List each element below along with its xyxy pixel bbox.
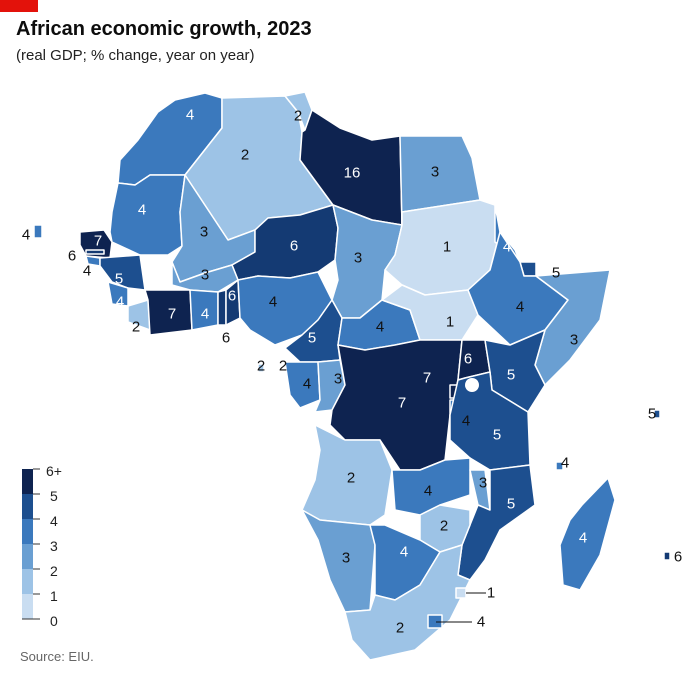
label-guinea-bissau: 4 <box>83 263 91 280</box>
label-zimbabwe: 2 <box>440 518 448 535</box>
label-mali: 3 <box>200 224 208 241</box>
label-guinea: 5 <box>115 271 123 288</box>
label-cote-divoire: 7 <box>168 306 176 323</box>
label-ethiopia: 4 <box>516 299 524 316</box>
label-nigeria: 4 <box>269 294 277 311</box>
legend-label-2: 2 <box>50 563 58 579</box>
label-egypt: 3 <box>431 164 439 181</box>
brand-red-bar <box>0 0 38 12</box>
label-tanzania: 5 <box>493 427 501 444</box>
label-ghana: 4 <box>201 306 209 323</box>
label-eswatini: 1 <box>487 585 495 602</box>
label-zambia: 4 <box>424 483 432 500</box>
label-mozambique: 5 <box>507 496 515 513</box>
country-comoros[interactable] <box>555 461 564 471</box>
label-tunisia: 2 <box>294 108 302 125</box>
label-sudan: 1 <box>443 239 451 256</box>
chart-title: African economic growth, 2023 <box>16 18 312 40</box>
label-gambia: 6 <box>68 248 76 265</box>
label-malawi: 3 <box>479 475 487 492</box>
country-cape-verde[interactable] <box>33 224 43 239</box>
label-sao-tome: 2 <box>257 358 265 375</box>
country-zambia[interactable] <box>391 457 471 516</box>
legend-swatch-1 <box>22 594 33 619</box>
label-somalia: 3 <box>570 332 578 349</box>
label-cameroon: 5 <box>308 330 316 347</box>
label-western-sahara: 4 <box>138 202 146 219</box>
country-eswatini[interactable] <box>455 587 467 599</box>
label-senegal: 7 <box>94 233 102 250</box>
label-equatorial-guinea: 2 <box>279 358 287 375</box>
label-congo: 3 <box>334 371 342 388</box>
label-cape-verde: 4 <box>22 227 30 244</box>
lake-victoria <box>465 378 479 392</box>
country-lesotho[interactable] <box>427 614 443 629</box>
source-note: Source: EIU. <box>20 649 94 664</box>
label-kenya: 5 <box>507 367 515 384</box>
country-western-sahara-mauritania[interactable] <box>109 174 186 256</box>
legend-swatch-4 <box>22 519 33 544</box>
label-djibouti: 5 <box>552 265 560 282</box>
legend-label-4: 4 <box>50 513 58 529</box>
country-togo[interactable] <box>217 289 227 326</box>
country-mauritius[interactable] <box>663 551 671 561</box>
country-gabon[interactable] <box>284 361 321 409</box>
label-lesotho: 4 <box>477 614 485 631</box>
label-comoros: 4 <box>561 455 569 472</box>
country-south-africa[interactable] <box>344 544 471 661</box>
label-gabon: 4 <box>303 376 311 393</box>
country-gambia[interactable] <box>85 249 105 255</box>
label-chad: 3 <box>354 250 362 267</box>
legend-swatch-6plus <box>22 469 33 494</box>
label-south-africa: 2 <box>396 620 404 637</box>
label-togo: 6 <box>222 330 230 347</box>
label-eritrea: 4 <box>503 239 511 256</box>
legend-label-1: 1 <box>50 588 58 604</box>
label-seychelles: 5 <box>648 406 656 423</box>
label-benin: 6 <box>228 288 236 305</box>
label-botswana: 4 <box>400 544 408 561</box>
label-algeria: 2 <box>241 147 249 164</box>
country-sao-tome[interactable] <box>257 363 265 373</box>
country-seychelles[interactable] <box>653 409 661 419</box>
legend-swatch-2 <box>22 569 33 594</box>
legend-label-3: 3 <box>50 538 58 554</box>
country-cote-divoire[interactable] <box>144 289 193 336</box>
legend-swatch-3 <box>22 544 33 569</box>
chart-subtitle: (real GDP; % change, year on year) <box>16 47 255 64</box>
legend: 6+ 5 4 3 2 1 0 <box>22 463 62 629</box>
legend-swatch-5 <box>22 494 33 519</box>
country-namibia[interactable] <box>301 509 376 613</box>
label-namibia: 3 <box>342 550 350 567</box>
label-liberia: 2 <box>132 319 140 336</box>
legend-label-6plus: 6+ <box>46 463 62 479</box>
label-burundi: 4 <box>462 413 470 430</box>
label-rwanda: 7 <box>423 370 431 387</box>
label-angola: 2 <box>347 470 355 487</box>
label-south-sudan: 1 <box>446 314 454 331</box>
country-madagascar[interactable] <box>559 477 616 591</box>
label-mauritius: 6 <box>674 549 682 566</box>
label-uganda: 6 <box>464 351 472 368</box>
label-libya: 16 <box>344 165 361 182</box>
label-morocco: 4 <box>186 107 194 124</box>
label-burkina-faso: 3 <box>201 267 209 284</box>
legend-label-0: 0 <box>50 613 58 629</box>
label-niger: 6 <box>290 238 298 255</box>
label-sierra-leone: 4 <box>116 294 124 311</box>
label-drc: 7 <box>398 395 406 412</box>
label-car: 4 <box>376 319 384 336</box>
legend-label-5: 5 <box>50 488 58 504</box>
label-madagascar: 4 <box>579 530 587 547</box>
